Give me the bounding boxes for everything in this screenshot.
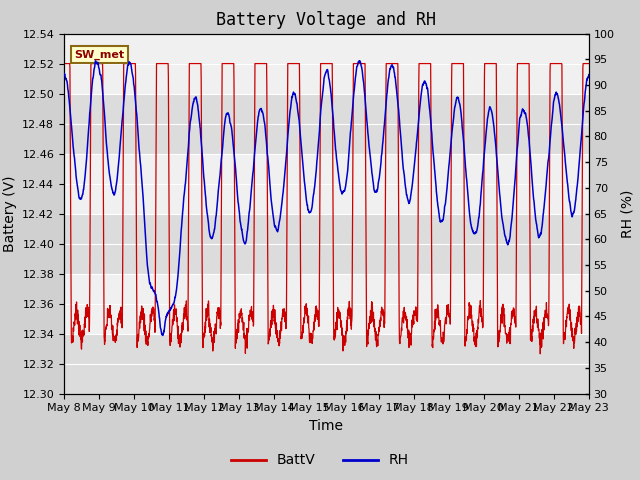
Bar: [64, 334, 589, 394]
X-axis label: Time: Time: [309, 419, 344, 433]
Title: Battery Voltage and RH: Battery Voltage and RH: [216, 11, 436, 29]
Bar: [64, 94, 589, 154]
Y-axis label: Battery (V): Battery (V): [3, 175, 17, 252]
Text: SW_met: SW_met: [74, 50, 125, 60]
Legend: BattV, RH: BattV, RH: [225, 448, 415, 473]
Bar: [64, 214, 589, 274]
Y-axis label: RH (%): RH (%): [620, 190, 634, 238]
